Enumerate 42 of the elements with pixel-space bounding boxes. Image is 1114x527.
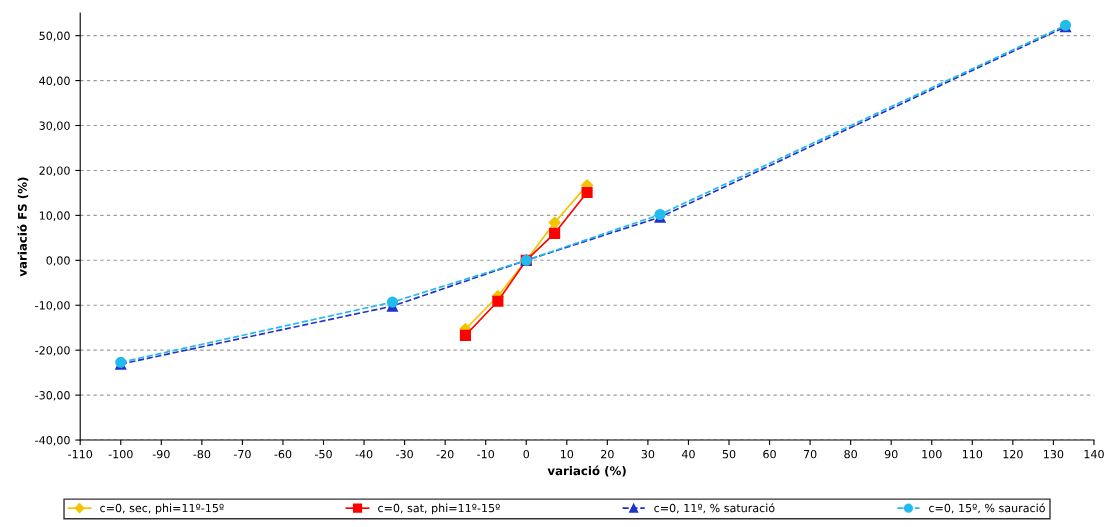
y-tick-label: 0,00: [46, 256, 70, 266]
x-tick-label: -50: [314, 449, 332, 459]
x-tick-label: 0: [523, 449, 530, 459]
x-tick-label: -10: [477, 449, 495, 459]
y-axis-title: variació FS (%): [17, 177, 29, 277]
x-tick-label: 50: [722, 449, 736, 459]
x-tick-label: -90: [152, 449, 170, 459]
legend-label: c=0, sat, phi=11º-15º: [378, 503, 500, 515]
x-tick-label: -70: [233, 449, 251, 459]
x-tick-label: 140: [1084, 449, 1104, 459]
x-tick-label: -110: [68, 449, 93, 459]
y-tick-label: 30,00: [39, 121, 70, 132]
x-tick-label: -40: [355, 449, 373, 459]
legend-label: c=0, 11º, % saturació: [654, 503, 775, 514]
y-tick-label: 50,00: [39, 31, 70, 42]
x-tick-label: 120: [1003, 449, 1023, 459]
x-tick-label: -20: [436, 449, 454, 459]
x-tick-label: 70: [803, 449, 817, 459]
y-tick-label: -40,00: [35, 436, 70, 446]
legend-label: c=0, sec, phi=11º-15º: [100, 503, 224, 515]
legend-label: c=0, 15º, % sauració: [929, 503, 1045, 514]
x-tick-label: 40: [681, 449, 695, 459]
x-tick-label: -30: [396, 449, 413, 459]
x-tick-label: 30: [641, 449, 655, 459]
y-tick-label: 40,00: [39, 76, 70, 87]
x-tick-label: 10: [560, 449, 574, 459]
x-tick-label: 80: [844, 449, 857, 459]
y-tick-label: -10,00: [35, 301, 70, 311]
x-tick-label: -80: [193, 449, 211, 459]
x-axis-title: variació (%): [547, 465, 626, 477]
y-tick-label: -20,00: [35, 346, 70, 356]
y-tick-label: 20,00: [39, 166, 70, 176]
x-tick-label: 60: [763, 449, 776, 459]
x-tick-label: 20: [601, 449, 614, 459]
x-tick-label: 100: [922, 449, 942, 459]
y-tick-label: -30,00: [35, 391, 70, 401]
x-tick-label: 130: [1044, 449, 1064, 459]
x-tick-label: 110: [962, 449, 983, 459]
x-tick-label: 90: [884, 449, 898, 459]
x-tick-label: -100: [108, 449, 133, 459]
y-tick-label: 10,00: [39, 211, 70, 221]
x-tick-label: -60: [274, 449, 292, 459]
